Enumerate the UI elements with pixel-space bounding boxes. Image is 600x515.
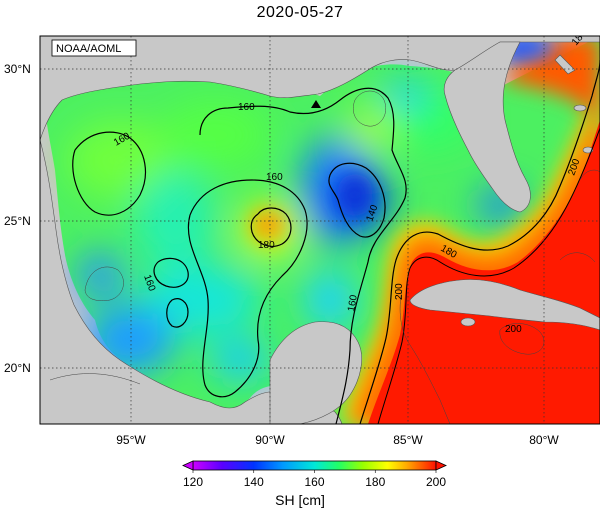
cuba-island bbox=[409, 279, 600, 331]
contour-160-main bbox=[199, 87, 407, 424]
contour-label-160-south: 160 bbox=[346, 294, 360, 313]
florida-peninsula bbox=[443, 41, 531, 213]
colorbar-left-arrow-icon bbox=[182, 460, 194, 471]
contour-160-small2 bbox=[166, 298, 189, 328]
colorbar-tick-160: 160 bbox=[304, 475, 324, 489]
colorbar-label: SH [cm] bbox=[275, 492, 325, 508]
colorbar-right-arrow-icon bbox=[435, 460, 447, 471]
colorbar-tick-120: 120 bbox=[183, 475, 203, 489]
colorbar: 120 140 160 180 200 bbox=[182, 460, 447, 489]
isla-juventud bbox=[460, 317, 476, 327]
x-tick-90w: 90°W bbox=[255, 433, 285, 447]
yucatan-peninsula bbox=[269, 321, 362, 424]
colorbar-tick-140: 140 bbox=[244, 475, 264, 489]
map-frame bbox=[39, 35, 600, 425]
coastline bbox=[40, 36, 600, 424]
contour-180-current bbox=[359, 59, 600, 424]
map-title: 2020-05-27 bbox=[256, 4, 344, 21]
x-tick-80w: 80°W bbox=[529, 433, 559, 447]
colorbar-gradient bbox=[192, 460, 437, 471]
y-tick-20n: 20°N bbox=[4, 361, 31, 375]
contour-160-center bbox=[187, 179, 308, 398]
contour-label-160-north: 160 bbox=[238, 102, 255, 113]
contour-label-200-west: 200 bbox=[394, 283, 405, 300]
contour-200 bbox=[377, 127, 600, 424]
map-panel: 160 160 160 160 160 180 180 140 200 200 … bbox=[40, 28, 600, 424]
x-tick-85w: 85°W bbox=[393, 433, 423, 447]
graticule bbox=[40, 36, 600, 424]
colorbar-tick-200: 200 bbox=[426, 475, 446, 489]
contour-lines bbox=[49, 59, 600, 424]
contour-140 bbox=[328, 162, 386, 238]
credit-label: NOAA/AOML bbox=[56, 43, 121, 55]
contour-180-eddy bbox=[250, 207, 292, 247]
contour-label-180-eddy: 180 bbox=[258, 240, 275, 251]
contour-label-160-center: 160 bbox=[266, 172, 283, 183]
y-tick-30n: 30°N bbox=[4, 62, 31, 76]
contour-label-200-cuba: 200 bbox=[505, 324, 522, 335]
credit-box bbox=[51, 39, 137, 57]
colorbar-tick-180: 180 bbox=[365, 475, 385, 489]
axis-tick-labels: 30°N 25°N 20°N 95°W 90°W 85°W 80°W bbox=[4, 62, 559, 447]
contour-160-west bbox=[72, 131, 147, 216]
bahamas-islands bbox=[554, 54, 576, 75]
us-gulf-coast bbox=[40, 36, 600, 141]
contour-label-180-ne: 180 bbox=[570, 28, 589, 48]
x-tick-95w: 95°W bbox=[116, 433, 146, 447]
contour-160-small bbox=[153, 257, 189, 288]
y-tick-25n: 25°N bbox=[4, 214, 31, 228]
station-triangle-icon bbox=[311, 100, 321, 108]
